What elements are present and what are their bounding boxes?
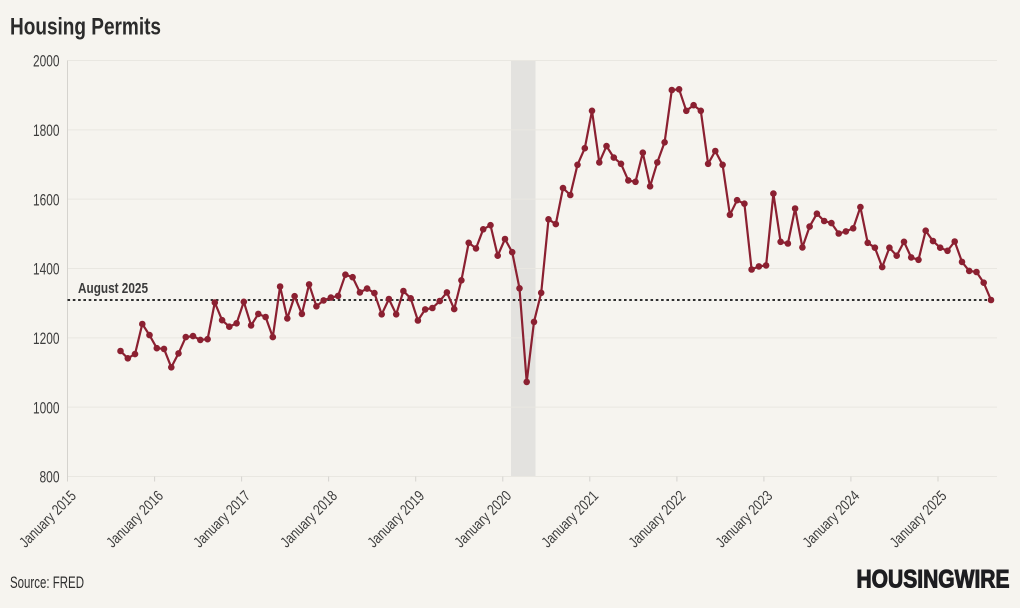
- svg-text:January 2019: January 2019: [364, 488, 428, 552]
- svg-text:1800: 1800: [33, 122, 60, 140]
- svg-text:Housing Permits: Housing Permits: [10, 14, 161, 41]
- svg-text:800: 800: [40, 469, 60, 487]
- svg-text:Source: FRED: Source: FRED: [10, 574, 84, 592]
- svg-text:January 2020: January 2020: [451, 488, 515, 552]
- svg-text:January 2024: January 2024: [800, 488, 864, 552]
- svg-text:January 2017: January 2017: [190, 488, 254, 552]
- svg-text:January 2022: January 2022: [626, 488, 690, 552]
- svg-text:January 2016: January 2016: [103, 488, 167, 552]
- svg-text:January 2023: January 2023: [713, 488, 777, 552]
- svg-text:1400: 1400: [33, 261, 60, 279]
- svg-text:January 2015: January 2015: [16, 488, 80, 552]
- svg-text:2000: 2000: [33, 53, 60, 71]
- svg-text:HOUSINGWIRE: HOUSINGWIRE: [857, 566, 1010, 594]
- svg-text:January 2025: January 2025: [887, 488, 951, 552]
- svg-text:1600: 1600: [33, 191, 60, 209]
- svg-text:1200: 1200: [33, 330, 60, 348]
- svg-text:August 2025: August 2025: [78, 280, 148, 297]
- svg-text:January 2021: January 2021: [538, 488, 602, 552]
- svg-text:January 2018: January 2018: [277, 488, 341, 552]
- svg-text:1000: 1000: [33, 399, 60, 417]
